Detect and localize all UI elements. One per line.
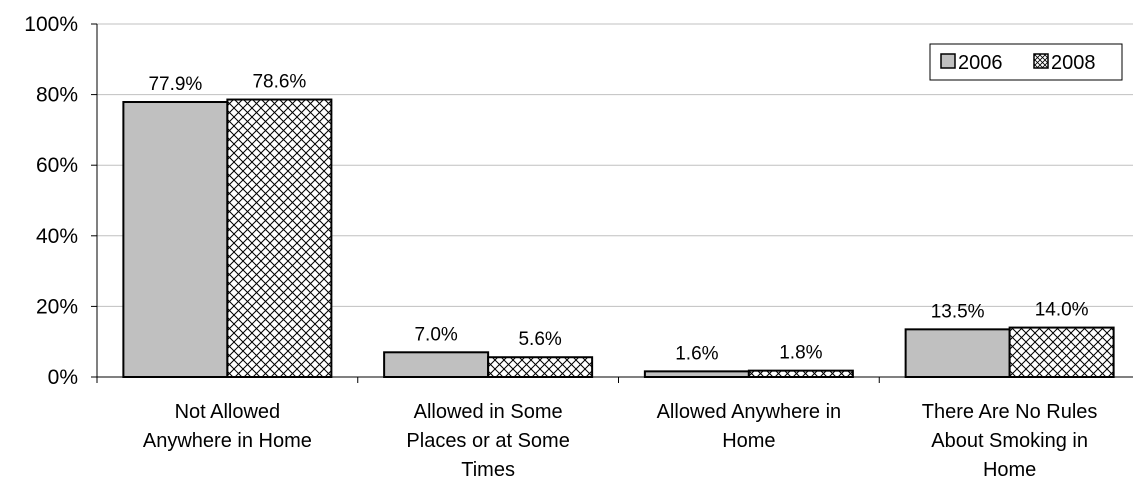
bar-2008 — [487, 356, 594, 378]
legend-swatch-2006 — [940, 53, 956, 69]
legend-label-2006: 2006 — [958, 52, 1003, 74]
x-tick-label: Not Allowed Anywhere in Home — [143, 401, 312, 452]
y-tick-label: 40% — [36, 225, 78, 248]
x-tick-label: Allowed in Some Places or at Some Times — [406, 401, 569, 481]
data-label: 78.6% — [252, 72, 306, 93]
data-label: 5.6% — [518, 329, 561, 350]
x-tick-label: There Are No Rules About Smoking in Home — [922, 401, 1098, 481]
data-label: 1.8% — [779, 343, 822, 364]
bar-2006 — [122, 101, 229, 378]
y-tick-label: 60% — [36, 154, 78, 177]
data-label: 77.9% — [148, 74, 202, 95]
labels: 0% 20% 40% 60% 80% 100% 77.9% 78.6% Not Allowed A… — [24, 13, 1097, 481]
bar-2006 — [904, 328, 1011, 378]
bar-2008 — [747, 369, 854, 378]
bar-2006 — [643, 370, 750, 378]
x-tick-label: Allowed Anywhere in Home — [657, 401, 842, 452]
y-tick-label: 100% — [24, 13, 78, 36]
data-label: 7.0% — [414, 324, 457, 345]
legend: 2006 2008 — [929, 43, 1123, 81]
axes — [91, 23, 1133, 383]
bar-2008 — [1008, 326, 1115, 378]
data-label: 1.6% — [675, 343, 718, 364]
bar-2008 — [226, 98, 333, 379]
data-label: 14.0% — [1035, 300, 1089, 321]
bars — [122, 98, 1115, 379]
legend-swatch-2008 — [1033, 53, 1049, 69]
legend-box — [929, 43, 1123, 81]
y-tick-label: 0% — [48, 366, 78, 389]
legend-label-2008: 2008 — [1051, 52, 1096, 74]
bar-2006 — [383, 351, 490, 379]
y-tick-label: 20% — [36, 295, 78, 318]
y-tick-label: 80% — [36, 84, 78, 107]
data-label: 13.5% — [931, 301, 985, 322]
